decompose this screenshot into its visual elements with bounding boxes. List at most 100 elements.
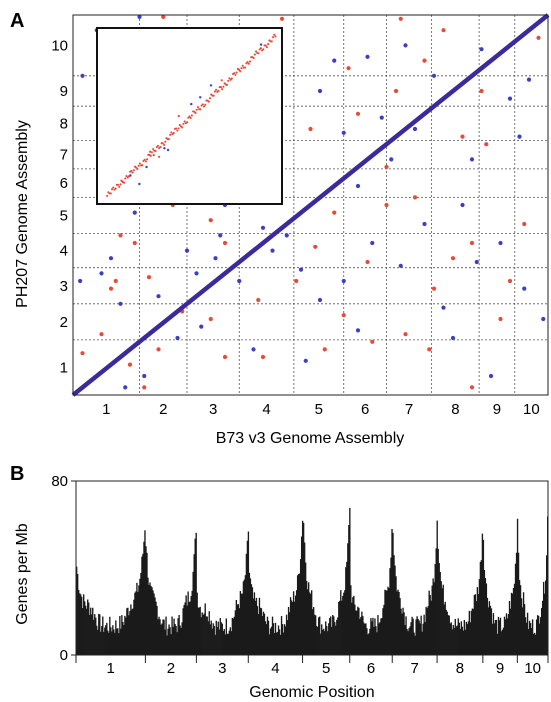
gene-density-bar [159,619,161,655]
y-tick-label: 5 [60,207,68,224]
gene-density-bar [455,626,457,655]
inverted-dot [218,233,223,238]
gene-density-bar [292,591,295,655]
gene-density-bar [370,618,372,655]
inset-trace-dot [159,145,162,149]
inset-trace-dot [143,158,146,161]
syntenic-dot [260,354,266,360]
x-tick-label: 2 [159,401,167,418]
inset-trace-dot [202,105,206,108]
gene-density-bar [421,631,423,655]
gene-density-bar [196,592,198,655]
syntenic-dot [441,28,446,33]
inset-inverted-dot [145,165,148,169]
gene-density-bar [164,629,166,655]
gene-density-bar [528,620,531,655]
inverted-dot [474,259,479,265]
gene-density-bar [530,627,533,655]
inset-trace-dot [117,183,120,186]
gene-density-bar [204,603,206,655]
syntenic-dot [384,164,389,170]
gene-density-bar [169,627,171,655]
gene-density-bar [341,600,343,655]
gene-density-bar [537,615,540,655]
gene-density-bar [334,622,336,655]
syntenic-dot [393,88,399,94]
gene-density-bar [306,589,309,655]
inverted-dot [237,278,242,284]
inverted-dot [123,385,128,390]
gene-density-bar [482,539,485,655]
inset-trace-dot [207,100,210,103]
gene-density-bar [438,562,440,655]
gene-density-bar [354,604,356,655]
gene-density-bar [419,623,421,655]
gene-density-bar [390,557,392,655]
inset-trace-dot [146,158,149,161]
inset-syntenic-dot [220,79,223,82]
x-tick-label: 5 [315,401,323,418]
y-tick-label: 80 [51,473,68,490]
inset-trace-dot [222,85,225,88]
gene-density-bar [295,590,298,655]
y-axis-title: PH207 Genome Assembly [14,120,31,308]
inset-trace-dot [252,57,255,60]
syntenic-dot [332,210,337,215]
gene-density-bar [393,555,395,655]
gene-density-bar [254,600,257,655]
inverted-dot [78,278,83,284]
inset-trace-dot [118,185,121,188]
gene-density-bar [260,608,263,655]
gene-density-bar [99,614,101,655]
gene-density-bar [339,600,341,655]
inset-trace-dot [240,67,243,70]
gene-density-bar [160,624,162,655]
gene-density-bar [342,595,344,655]
syntenic-dot [427,347,432,352]
gene-density-bar [512,587,515,655]
gene-density-bar [151,587,153,655]
gene-density-bar [529,623,532,655]
inset-trace-dot [253,53,256,56]
gene-density-bar [240,593,243,655]
syntenic-dot [403,332,408,337]
gene-density-bar [162,619,164,655]
gene-density-bar [286,620,289,655]
gene-density-bar [349,507,351,655]
gene-density-bar [106,622,108,655]
gene-density-bar [382,608,384,655]
gene-density-bar [115,620,117,655]
gene-density-bar [329,617,331,655]
inset-inverted-dot [138,182,141,186]
inset-trace-dot [248,60,252,63]
gene-density-bar [206,616,208,655]
gene-density-bar [259,607,262,655]
gene-density-bar [88,602,90,655]
gene-density-bar [125,617,127,655]
gene-density-bar [314,614,316,655]
inset-trace-dot [255,50,258,53]
inset-trace-dot [137,164,140,167]
syntenic-dot [384,202,389,208]
inset-trace-dot [212,94,215,97]
gene-density-bar [211,628,213,655]
gene-density-bar [336,619,338,655]
gene-density-bar [316,625,318,655]
inset-trace-dot [219,86,222,89]
gene-density-bar [327,631,329,655]
gene-density-bar [394,565,396,655]
inset-trace-dot [259,47,262,50]
gene-density-bar [405,616,407,655]
gene-density-bar [465,621,468,655]
dotplot-points [78,14,546,390]
gene-density-bar [153,593,155,655]
gene-density-bar [116,628,118,655]
inset-trace-dot [234,73,237,76]
gene-density-bar [492,613,495,655]
gene-density-bar [80,594,82,655]
gene-density-bar [91,614,93,655]
gene-density-bar [223,629,225,655]
syntenic-dot [222,240,228,246]
gene-density-bar [101,626,103,655]
gene-density-bar [369,628,371,655]
